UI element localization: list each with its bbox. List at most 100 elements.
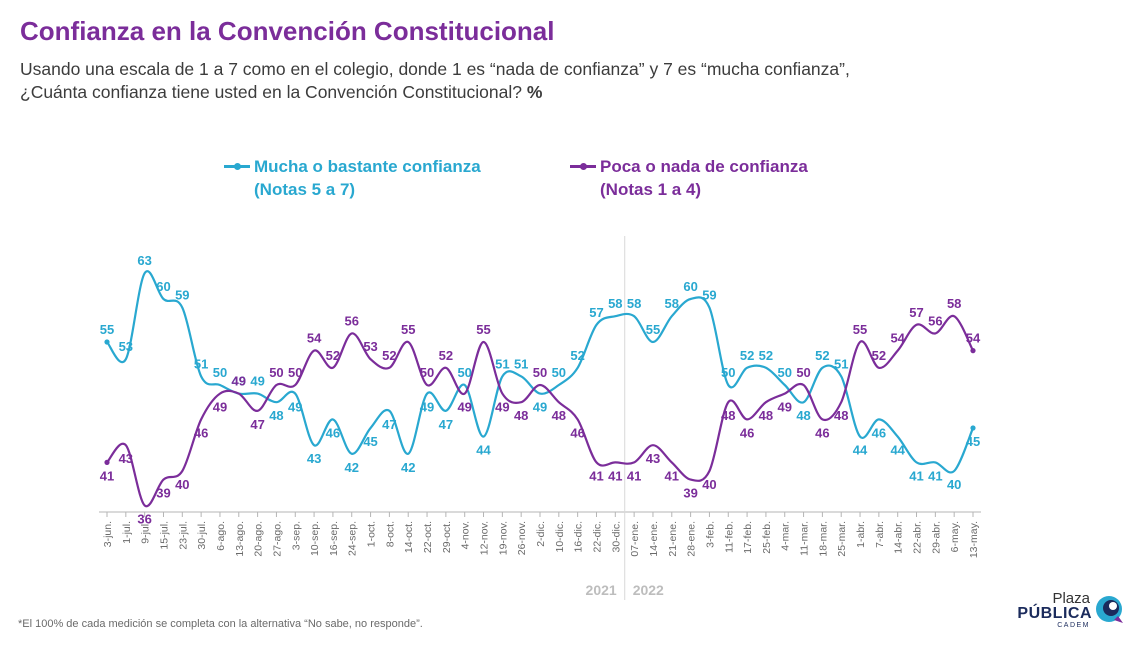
x-tick-label: 18-mar. — [817, 521, 829, 557]
data-label-series-2: 49 — [232, 374, 246, 389]
plaza-publica-cadem-logo: Plaza PÚBLICA CADEM — [1012, 590, 1130, 634]
data-label-series-2: 54 — [966, 331, 981, 346]
x-tick-label: 24-sep. — [347, 521, 359, 556]
data-label-series-2: 39 — [156, 486, 170, 501]
x-tick-label: 14-ene. — [648, 521, 660, 557]
data-label-series-1: 44 — [476, 443, 491, 458]
x-tick-label: 20-ago. — [253, 521, 265, 557]
legend-label-series-1: Mucha o bastante confianza — [254, 157, 481, 176]
year-label-2021: 2021 — [586, 582, 617, 598]
x-tick-label: 22-oct. — [422, 521, 434, 553]
data-label-series-2: 52 — [326, 348, 340, 363]
series-line-2 — [106, 314, 974, 508]
data-label-series-2: 49 — [495, 400, 509, 415]
x-tick-label: 2-dic. — [535, 521, 547, 547]
x-tick-label: 3-feb. — [704, 521, 716, 548]
data-label-series-2: 43 — [119, 451, 133, 466]
x-tick-label: 07-ene. — [629, 521, 641, 557]
data-label-series-2: 48 — [514, 408, 528, 423]
data-label-series-1: 59 — [702, 288, 716, 303]
footnote: *El 100% de cada medición se completa co… — [18, 618, 423, 630]
logo-line-2: PÚBLICA — [1017, 605, 1092, 622]
data-label-series-2: 36 — [137, 511, 151, 526]
data-label-series-1: 43 — [307, 451, 321, 466]
data-label-series-2: 56 — [345, 313, 359, 328]
data-label-series-1: 49 — [232, 374, 246, 389]
chart-title: Confianza en la Convención Constituciona… — [20, 16, 555, 46]
data-label-series-1: 45 — [363, 434, 377, 449]
x-tick-label: 1-jul. — [121, 521, 133, 544]
x-tick-label: 30-jul. — [196, 521, 208, 550]
data-label-series-2: 40 — [175, 477, 189, 492]
data-label-series-1: 48 — [796, 408, 810, 423]
data-label-series-2: 46 — [740, 425, 754, 440]
data-label-series-1: 48 — [269, 408, 283, 423]
data-label-series-2: 52 — [872, 348, 886, 363]
data-label-series-2: 41 — [665, 468, 679, 483]
data-label-series-1: 41 — [909, 468, 923, 483]
x-tick-label: 29-oct. — [441, 521, 453, 553]
x-tick-label: 25-feb. — [761, 521, 773, 554]
x-tick-label: 6-ago. — [215, 521, 227, 551]
series-1-end-point — [104, 339, 110, 345]
legend-marker-series-2 — [570, 163, 596, 170]
data-label-series-2: 50 — [269, 365, 283, 380]
x-tick-label: 26-nov. — [516, 521, 528, 555]
data-label-series-2: 41 — [608, 468, 622, 483]
x-tick-label: 12-nov. — [479, 521, 491, 555]
x-tick-label: 29-abr. — [930, 521, 942, 554]
data-label-series-1: 51 — [495, 356, 509, 371]
data-label-series-2: 49 — [778, 400, 792, 415]
data-label-series-1: 47 — [439, 417, 453, 432]
data-label-series-2: 50 — [288, 365, 302, 380]
data-label-series-1: 50 — [213, 365, 227, 380]
data-label-series-1: 50 — [721, 365, 735, 380]
x-tick-label: 16-sep. — [328, 521, 340, 556]
data-label-series-1: 42 — [345, 460, 359, 475]
data-label-series-2: 53 — [363, 339, 377, 354]
logo-line-1: Plaza — [1052, 590, 1090, 607]
legend-sublabel-series-1: (Notas 5 a 7) — [254, 180, 356, 199]
data-label-series-1: 55 — [100, 322, 114, 337]
x-tick-label: 10-dic. — [554, 521, 566, 553]
data-label-series-1: 51 — [514, 356, 528, 371]
x-tick-label: 11-mar. — [799, 521, 811, 556]
x-tick-label: 3-jun. — [102, 521, 114, 547]
x-tick-label: 28-ene. — [686, 521, 698, 557]
x-tick-label: 11-feb. — [723, 521, 735, 553]
data-label-series-2: 43 — [646, 451, 660, 466]
x-tick-label: 23-jul. — [177, 521, 189, 550]
data-label-series-2: 47 — [250, 417, 264, 432]
x-tick-label: 17-feb. — [742, 521, 754, 554]
x-tick-label: 22-dic. — [591, 521, 603, 553]
data-label-series-2: 52 — [382, 348, 396, 363]
x-tick-label: 6-may. — [949, 521, 961, 552]
data-label-series-1: 45 — [966, 434, 980, 449]
data-label-series-2: 40 — [702, 477, 716, 492]
data-label-series-1: 52 — [740, 348, 754, 363]
data-label-series-2: 54 — [890, 331, 905, 346]
data-label-series-1: 44 — [890, 443, 905, 458]
data-label-series-1: 52 — [570, 348, 584, 363]
data-label-series-2: 49 — [457, 400, 471, 415]
data-label-series-1: 59 — [175, 288, 189, 303]
data-label-series-1: 50 — [778, 365, 792, 380]
subtitle-line-2: ¿Cuánta confianza tiene usted en la Conv… — [20, 81, 1020, 104]
data-label-series-2: 56 — [928, 313, 942, 328]
data-label-series-1: 53 — [119, 339, 133, 354]
data-label-series-1: 51 — [834, 356, 848, 371]
data-label-series-1: 47 — [382, 417, 396, 432]
legend-marker-series-1 — [224, 163, 250, 170]
data-label-series-1: 52 — [815, 348, 829, 363]
subtitle-question: ¿Cuánta confianza tiene usted en la Conv… — [20, 82, 522, 102]
data-label-series-2: 57 — [909, 305, 923, 320]
x-tick-label: 14-oct. — [403, 521, 415, 553]
subtitle-line-1: Usando una escala de 1 a 7 como en el co… — [20, 59, 850, 79]
x-tick-label: 13-ago. — [234, 521, 246, 557]
year-label-2022: 2022 — [633, 582, 664, 598]
data-label-series-1: 58 — [665, 296, 679, 311]
legend-label-series-2: Poca o nada de confianza — [600, 157, 808, 176]
legend-sublabel-series-2: (Notas 1 a 4) — [600, 180, 702, 199]
data-label-series-2: 46 — [194, 425, 208, 440]
data-label-series-2: 41 — [589, 468, 603, 483]
